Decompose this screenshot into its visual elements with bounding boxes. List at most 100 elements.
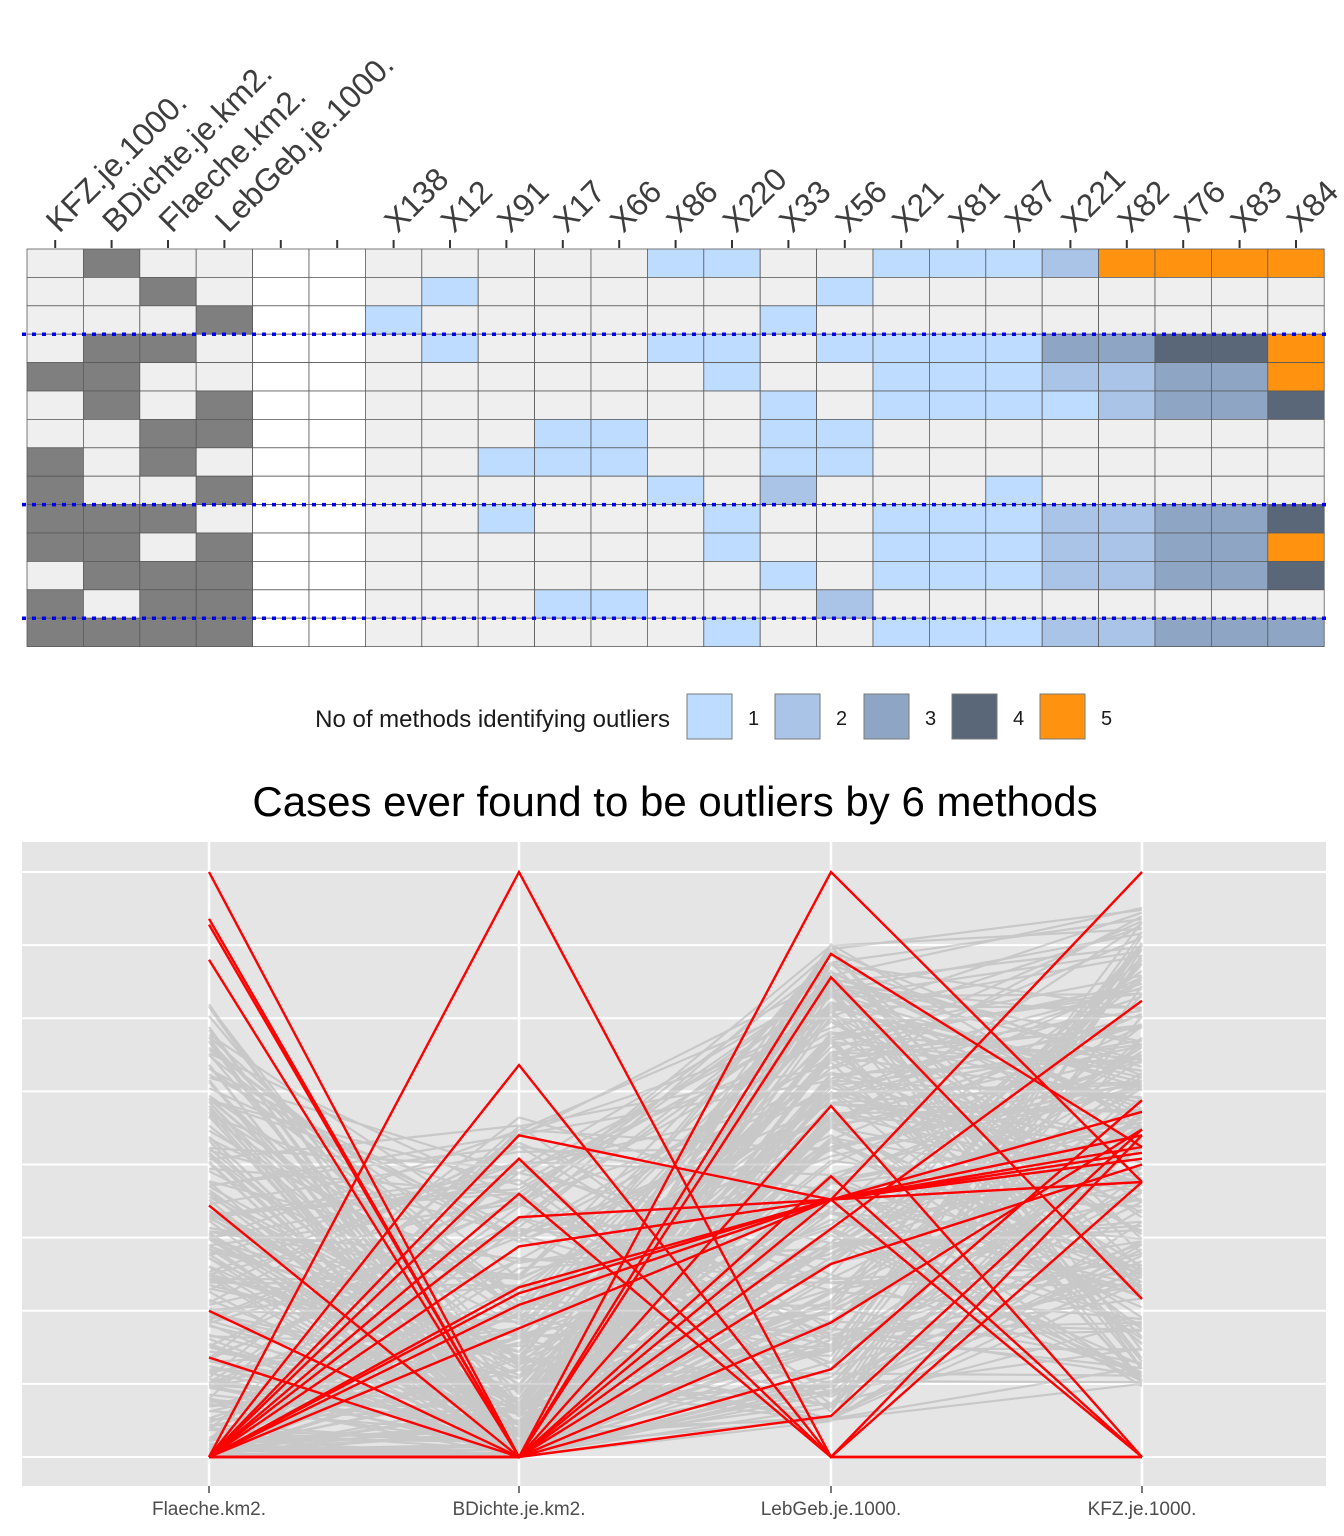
heatmap-cell (421, 276, 479, 307)
background-line (208, 969, 1143, 1360)
heatmap-cell (477, 617, 536, 648)
background-lines (208, 906, 1143, 1459)
heatmap-cell (872, 305, 930, 335)
outlier-line (209, 1128, 1143, 1459)
background-line (208, 1306, 1143, 1453)
heatmap-cell (1154, 276, 1212, 307)
background-line (208, 1023, 1143, 1433)
background-line (208, 1078, 1143, 1425)
heatmap-cell (590, 333, 648, 364)
heatmap-cell (647, 418, 705, 449)
heatmap-cell (139, 617, 197, 648)
heatmap-cell (83, 362, 141, 392)
heatmap-cell (1211, 276, 1269, 307)
heatmap-cell (759, 418, 818, 449)
legend-label: 3 (925, 708, 936, 730)
heatmap-cell (308, 362, 366, 392)
outlier-line (208, 952, 1143, 1459)
background-line (208, 1059, 1143, 1442)
heatmap-cell (308, 418, 366, 449)
background-line (208, 943, 1143, 1363)
heatmap-cell (590, 390, 648, 420)
heatmap-cell (929, 504, 987, 534)
heatmap-legend: No of methods identifying outliers 1 2 3 4 5 (315, 693, 1112, 740)
heatmap-cell (421, 248, 479, 278)
heatmap-cell (1154, 418, 1212, 449)
heatmap-cell (139, 475, 197, 506)
heatmap-cell (1041, 333, 1099, 364)
heatmap-cell (816, 276, 874, 307)
background-line (208, 948, 1143, 1452)
heatmap-cell (647, 248, 705, 278)
background-line (208, 1114, 1143, 1324)
heatmap-cell (1267, 362, 1325, 392)
heatmap-cell (816, 447, 874, 477)
heatmap-cell (759, 504, 818, 534)
heatmap-cell (1267, 617, 1325, 648)
outlier-line (208, 1110, 1143, 1459)
heatmap-cell (816, 617, 874, 648)
heatmap-cell (590, 447, 648, 477)
heatmap-cell (590, 475, 648, 506)
heatmap-cell (477, 447, 536, 477)
heatmap-cell (872, 390, 930, 420)
heatmap-cell (1267, 305, 1325, 335)
outlier-line (207, 923, 1143, 1459)
heatmap-cell (477, 305, 536, 335)
background-line (208, 1369, 1143, 1443)
background-line (208, 1082, 1143, 1312)
heatmap-cell (26, 248, 84, 278)
heatmap-cell (308, 504, 366, 534)
heatmap-cell (1098, 418, 1156, 449)
background-line (208, 906, 1143, 1453)
background-line (208, 1192, 1143, 1396)
heatmap-cell (308, 248, 366, 278)
background-line (208, 1326, 1143, 1458)
background-line (208, 1051, 1143, 1459)
heatmap-cell (421, 418, 479, 449)
heatmap-cell (477, 390, 536, 420)
heatmap-cell (1267, 532, 1325, 562)
background-line (208, 1115, 1143, 1446)
heatmap-cell (1211, 418, 1269, 449)
heatmap-cell (195, 617, 253, 648)
heatmap-cell (26, 276, 84, 307)
column-label: X91 (490, 173, 556, 239)
background-line (208, 1240, 1143, 1455)
heatmap-cell (1154, 362, 1212, 392)
background-line (208, 962, 1143, 1457)
heatmap-cell (139, 561, 197, 591)
outlier-line (207, 918, 1143, 1460)
background-line (208, 950, 1143, 1187)
background-line (208, 950, 1143, 1361)
heatmap-cell (985, 504, 1043, 534)
legend-key (686, 693, 733, 740)
heatmap-cell (477, 475, 536, 506)
heatmap-cell (1098, 561, 1156, 591)
x-tick-label: KFZ.je.1000. (1088, 1499, 1197, 1520)
heatmap-cell (1211, 362, 1269, 392)
heatmap-cell (1041, 418, 1099, 449)
heatmap-cell (195, 248, 253, 278)
heatmap-cell (83, 504, 141, 534)
outlier-line (208, 975, 1143, 1459)
heatmap-cell (139, 248, 197, 278)
heatmap-cell (872, 475, 930, 506)
background-line (208, 1141, 1143, 1458)
heatmap-cell (195, 504, 253, 534)
background-line (208, 1253, 1143, 1446)
heatmap-cell (477, 362, 536, 392)
heatmap-cell (1041, 362, 1099, 392)
background-line (208, 992, 1143, 1240)
outlier-line (208, 1157, 1143, 1459)
heatmap-cell (364, 561, 423, 591)
heatmap-cell (364, 390, 423, 420)
heatmap-cell (872, 333, 930, 364)
heatmap-cell (929, 532, 987, 562)
heatmap-cell (534, 447, 592, 477)
legend-title: No of methods identifying outliers (315, 706, 670, 733)
background-line (208, 983, 1143, 1458)
heatmap-cell (703, 561, 761, 591)
background-line (208, 1020, 1143, 1277)
background-line (208, 1008, 1143, 1297)
